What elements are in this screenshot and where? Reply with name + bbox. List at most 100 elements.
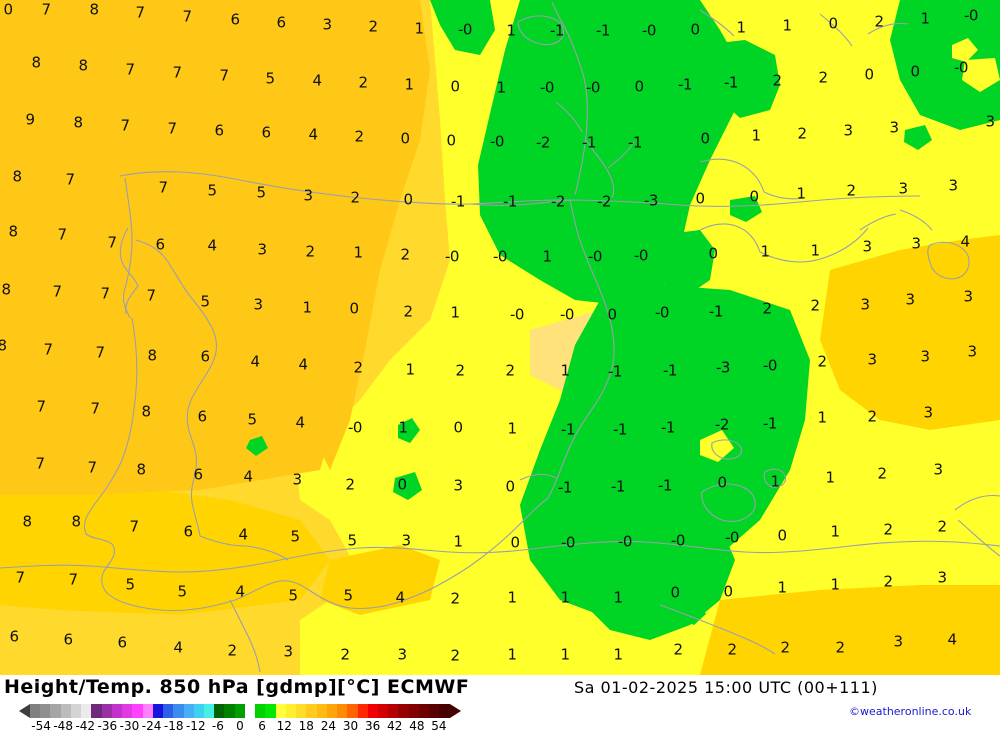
colorbar-tick: -6 xyxy=(211,719,224,733)
border-inland-fr5 xyxy=(763,191,805,200)
colorbar-swatch xyxy=(173,704,184,718)
fill-band-gold-sw xyxy=(0,485,330,615)
colorbar-tick: -30 xyxy=(119,719,140,733)
temperature-value: 7 xyxy=(167,119,177,138)
temperature-value: 8 xyxy=(0,336,7,355)
temperature-value: 2 xyxy=(350,188,360,207)
temperature-value: 7 xyxy=(15,568,25,587)
temperature-value: 3 xyxy=(893,632,903,651)
temperature-value: 1 xyxy=(751,126,761,145)
temperature-value: -1 xyxy=(608,362,622,381)
temperature-value: 3 xyxy=(860,295,870,314)
temperature-value: 1 xyxy=(830,575,840,594)
border-inland-fr3 xyxy=(837,227,869,253)
temperature-value: -1 xyxy=(663,361,677,380)
temperature-value: -1 xyxy=(451,192,465,211)
temperature-value: -0 xyxy=(560,305,574,324)
border-france-spain xyxy=(469,199,579,207)
border-spain-inland1 xyxy=(199,535,247,547)
temperature-value: 3 xyxy=(911,234,921,253)
temperature-value: 5 xyxy=(207,181,217,200)
temperature-value: 7 xyxy=(158,178,168,197)
temperature-value: 7 xyxy=(65,170,75,189)
temperature-value: 3 xyxy=(963,287,973,306)
temperature-value: -0 xyxy=(954,58,968,77)
temperature-value: 2 xyxy=(340,645,350,664)
temperature-value: 1 xyxy=(920,9,930,28)
temperature-value: -0 xyxy=(445,247,459,266)
temperature-value: 1 xyxy=(542,247,552,266)
temperature-value: 0 xyxy=(828,14,838,33)
temperature-value: -0 xyxy=(493,247,507,266)
temperature-value: 0 xyxy=(717,473,727,492)
colorbar-swatch xyxy=(357,704,368,718)
colorbar-tick: -12 xyxy=(185,719,206,733)
temperature-value: -1 xyxy=(724,73,738,92)
temperature-value: 3 xyxy=(933,460,943,479)
temperature-value: 6 xyxy=(230,10,240,29)
temperature-colorbar[interactable]: -54 -48 -42 -36 -30 -24 -18 -12 -6 0 6 12 18 24 30 36 42… xyxy=(19,704,461,733)
temperature-value: 2 xyxy=(354,127,364,146)
temperature-value: 3 xyxy=(253,295,263,314)
colorbar-cap-right-icon xyxy=(450,704,461,718)
temperature-value: 2 xyxy=(450,589,460,608)
colorbar-tick: -36 xyxy=(97,719,118,733)
colorbar-swatch xyxy=(50,704,61,718)
copyright-notice: ©weatheronline.co.uk xyxy=(849,705,972,718)
temperature-value: 3 xyxy=(257,240,267,259)
temperature-value: 4 xyxy=(295,413,305,432)
temperature-value: 6 xyxy=(197,407,207,426)
forecast-map[interactable]: 0 7 8 7 7 6 6 3 2 1 -0 1 -1 -1 -0 0 1 1 0 2 1 -0 8 8 7 7 7 5 4 2 1 0 1 -0… xyxy=(0,0,1000,675)
coastline-border-layer xyxy=(0,1,1000,673)
temperature-value: 8 xyxy=(73,113,83,132)
temperature-value: 0 xyxy=(777,526,787,545)
temperature-value: 7 xyxy=(57,225,67,244)
temperature-value: -0 xyxy=(588,247,602,266)
temperature-value: 0 xyxy=(634,77,644,96)
temperature-value: 1 xyxy=(830,522,840,541)
fill-band-green-iso1 xyxy=(660,40,780,135)
temperature-value: 4 xyxy=(960,232,970,251)
temperature-value: 6 xyxy=(9,627,19,646)
border-inland-fr4 xyxy=(699,158,765,193)
colorbar-swatch xyxy=(408,704,419,718)
colorbar-tick-labels: -54 -48 -42 -36 -30 -24 -18 -12 -6 0 6 12 18 24 30 36 42… xyxy=(30,719,450,733)
temperature-value: 3 xyxy=(862,237,872,256)
temperature-value: 8 xyxy=(147,346,157,365)
colorbar-swatch xyxy=(214,704,225,718)
temperature-value: 7 xyxy=(95,343,105,362)
colorbar-swatch xyxy=(81,704,92,718)
temperature-value: 6 xyxy=(276,13,286,32)
temperature-value: 0 xyxy=(670,583,680,602)
temperature-value: 4 xyxy=(235,582,245,601)
temperature-value: -3 xyxy=(644,191,658,210)
temperature-value: 1 xyxy=(560,361,570,380)
temperature-value: 3 xyxy=(322,15,332,34)
colorbar-tick: -48 xyxy=(53,719,73,733)
temperature-value: 6 xyxy=(155,235,165,254)
temperature-value: 4 xyxy=(250,352,260,371)
colorbar-tick: -24 xyxy=(141,719,162,733)
fill-band-gold-se xyxy=(700,585,1000,675)
colorbar-tick: 54 xyxy=(431,719,447,733)
temperature-value: -1 xyxy=(596,21,610,40)
temperature-value: 3 xyxy=(453,476,463,495)
temperature-value: 2 xyxy=(353,358,363,377)
temperature-value: 3 xyxy=(397,645,407,664)
temperature-value: -1 xyxy=(503,192,517,211)
temperature-value: 1 xyxy=(496,78,506,97)
island-mallorca xyxy=(701,483,756,523)
fill-band-green-sm4 xyxy=(681,600,706,625)
temperature-value: 8 xyxy=(136,460,146,479)
fill-band-green-sm5 xyxy=(904,125,932,150)
temperature-value: 6 xyxy=(193,465,203,484)
colorbar-swatch xyxy=(347,704,358,718)
temperature-value: 2 xyxy=(797,124,807,143)
temperature-value: 7 xyxy=(43,340,53,359)
temperature-value: -1 xyxy=(550,21,564,40)
coast-france-north xyxy=(551,1,588,196)
border-inland-fr8 xyxy=(699,9,735,37)
temperature-value: 3 xyxy=(905,290,915,309)
colorbar-swatch xyxy=(183,704,194,718)
colorbar-swatch xyxy=(224,704,235,718)
